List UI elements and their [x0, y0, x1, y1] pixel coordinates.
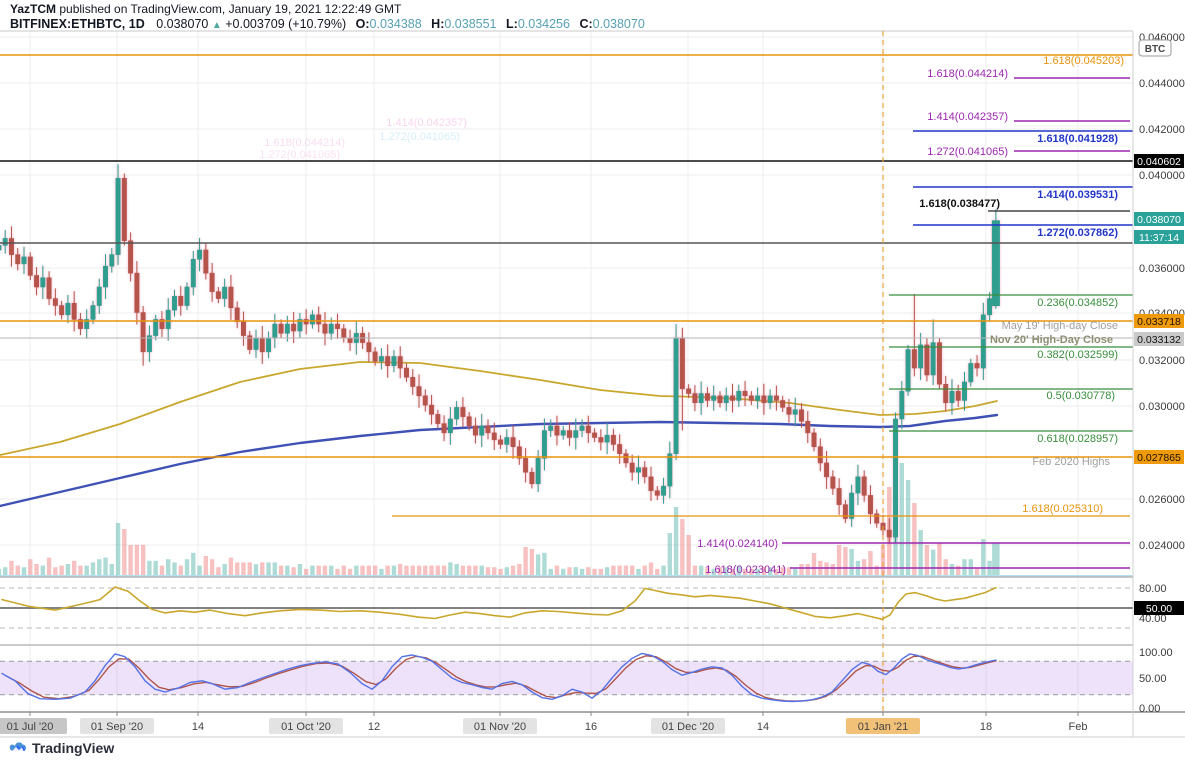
indicator-pane-guides: [0, 587, 1133, 696]
svg-text:Nov 20' High-Day Close: Nov 20' High-Day Close: [990, 334, 1113, 346]
svg-text:18: 18: [980, 721, 992, 733]
svg-text:1.272(0.041065): 1.272(0.041065): [379, 131, 460, 143]
svg-text:0.5(0.030778): 0.5(0.030778): [1047, 390, 1116, 402]
low-value: 0.034256: [517, 17, 570, 31]
svg-text:0.026000: 0.026000: [1139, 494, 1185, 506]
svg-text:1.272(0.041065): 1.272(0.041065): [259, 149, 340, 161]
symbol-title[interactable]: BITFINEX:ETHBTC, 1D: [10, 17, 145, 31]
svg-text:100.00: 100.00: [1139, 647, 1173, 659]
tradingview-logo-text: TradingView: [32, 740, 115, 756]
svg-text:0.027865: 0.027865: [1137, 452, 1181, 464]
publisher-name: YazTCM: [10, 2, 57, 16]
svg-text:0.044000: 0.044000: [1139, 78, 1185, 90]
svg-text:01 Jul '20: 01 Jul '20: [7, 721, 54, 733]
publish-info-line: YazTCM published on TradingView.com, Jan…: [10, 2, 910, 16]
open-value: 0.034388: [369, 17, 422, 31]
high-value: 0.038551: [444, 17, 497, 31]
stoch-k-line: [1, 652, 997, 703]
svg-text:0.042000: 0.042000: [1139, 124, 1185, 136]
svg-text:80.00: 80.00: [1139, 583, 1167, 595]
publish-info: published on TradingView.com, January 19…: [56, 2, 402, 16]
price-axis-unit-badge: BTC: [1145, 44, 1166, 55]
chart-canvas[interactable]: 1.618(0.045203) 1.618(0.044214) 1.414(0.04…: [0, 30, 1185, 740]
svg-text:16: 16: [585, 721, 597, 733]
svg-text:0.030000: 0.030000: [1139, 401, 1185, 413]
ma-slow-blue[interactable]: [0, 413, 999, 508]
svg-text:01 Dec '20: 01 Dec '20: [662, 721, 714, 733]
symbol-status-line: BITFINEX:ETHBTC, 1D 0.038070 ▲ +0.003709…: [10, 17, 910, 33]
tradingview-logo-icon: [8, 741, 27, 755]
svg-text:01 Sep '20: 01 Sep '20: [91, 721, 143, 733]
svg-text:Feb 2020 Highs: Feb 2020 Highs: [1032, 456, 1110, 468]
svg-text:0.038070: 0.038070: [1137, 214, 1181, 226]
svg-text:0.618(0.028957): 0.618(0.028957): [1037, 433, 1118, 445]
svg-text:1.272(0.041065): 1.272(0.041065): [927, 146, 1008, 158]
svg-text:1.618(0.038477): 1.618(0.038477): [919, 198, 1000, 210]
rsi-line[interactable]: [1, 586, 997, 621]
svg-text:1.618(0.041928): 1.618(0.041928): [1037, 133, 1118, 145]
close-value: 0.038070: [592, 17, 645, 31]
svg-text:1.414(0.042357): 1.414(0.042357): [927, 111, 1008, 123]
svg-text:0.033132: 0.033132: [1137, 334, 1181, 346]
high-label: H:: [431, 17, 445, 31]
svg-text:1.618(0.044214): 1.618(0.044214): [264, 137, 345, 149]
svg-text:40.00: 40.00: [1139, 613, 1167, 625]
svg-text:1.618(0.025310): 1.618(0.025310): [1022, 503, 1103, 515]
gridlines: [0, 31, 1133, 712]
svg-text:14: 14: [757, 721, 769, 733]
svg-text:1.414(0.039531): 1.414(0.039531): [1037, 189, 1118, 201]
close-label: C:: [579, 17, 593, 31]
svg-text:01 Oct '20: 01 Oct '20: [281, 721, 331, 733]
svg-text:50.00: 50.00: [1139, 673, 1167, 685]
price-change: +0.003709 (+10.79%): [225, 17, 347, 31]
moving-averages: [0, 361, 999, 508]
svg-text:12: 12: [368, 721, 380, 733]
low-label: L:: [506, 17, 518, 31]
stoch-d-line: [5, 655, 997, 702]
change-up-arrow-icon: ▲: [211, 20, 222, 31]
svg-text:1.618(0.023041): 1.618(0.023041): [705, 564, 786, 576]
svg-text:0.036000: 0.036000: [1139, 263, 1185, 275]
last-price: 0.038070: [156, 17, 209, 31]
chart-header: YazTCM published on TradingView.com, Jan…: [10, 2, 910, 33]
svg-text:1.618(0.044214): 1.618(0.044214): [927, 68, 1008, 80]
fib-and-horizontal-lines[interactable]: 1.618(0.045203) 1.618(0.044214) 1.414(0.04…: [0, 30, 1133, 577]
svg-text:01 Nov '20: 01 Nov '20: [474, 721, 526, 733]
svg-text:50.00: 50.00: [1146, 603, 1172, 615]
svg-text:1.414(0.042357): 1.414(0.042357): [386, 117, 467, 129]
price-axis[interactable]: 0.0460000.0440000.0420000.0400000.036000…: [1134, 32, 1185, 715]
pane-separators[interactable]: [0, 31, 1185, 738]
candles: [0, 164, 1000, 544]
svg-text:14: 14: [192, 721, 204, 733]
svg-text:Feb: Feb: [1069, 721, 1088, 733]
time-axis[interactable]: 01 Jul '20 01 Sep '20 14 01 Oct '20 12 01 Nov…: [0, 712, 1087, 734]
svg-text:1.414(0.024140): 1.414(0.024140): [697, 538, 778, 550]
svg-text:0.382(0.032599): 0.382(0.032599): [1037, 349, 1118, 361]
svg-text:11:37:14: 11:37:14: [1139, 232, 1179, 244]
chart-svg[interactable]: 1.618(0.045203) 1.618(0.044214) 1.414(0.04…: [0, 30, 1185, 740]
svg-text:0.033718: 0.033718: [1137, 316, 1181, 328]
svg-text:0.236(0.034852): 0.236(0.034852): [1037, 297, 1118, 309]
svg-text:1.618(0.045203): 1.618(0.045203): [1043, 55, 1124, 67]
svg-text:01 Jan '21: 01 Jan '21: [858, 721, 908, 733]
svg-text:0.032000: 0.032000: [1139, 355, 1185, 367]
ghost-fib-labels: 1.414(0.042357)1.272(0.041065)1.618(0.04…: [259, 117, 467, 161]
svg-text:May 19' High-day Close: May 19' High-day Close: [1002, 320, 1118, 332]
stochastic-lines[interactable]: [1, 652, 997, 703]
svg-text:1.272(0.037862): 1.272(0.037862): [1037, 227, 1118, 239]
svg-text:0.040000: 0.040000: [1139, 170, 1185, 182]
svg-text:0.00: 0.00: [1139, 703, 1160, 715]
svg-text:0.040602: 0.040602: [1137, 156, 1181, 168]
svg-text:0.024000: 0.024000: [1139, 540, 1185, 552]
open-label: O:: [355, 17, 370, 31]
tradingview-logo[interactable]: TradingView: [8, 740, 114, 756]
